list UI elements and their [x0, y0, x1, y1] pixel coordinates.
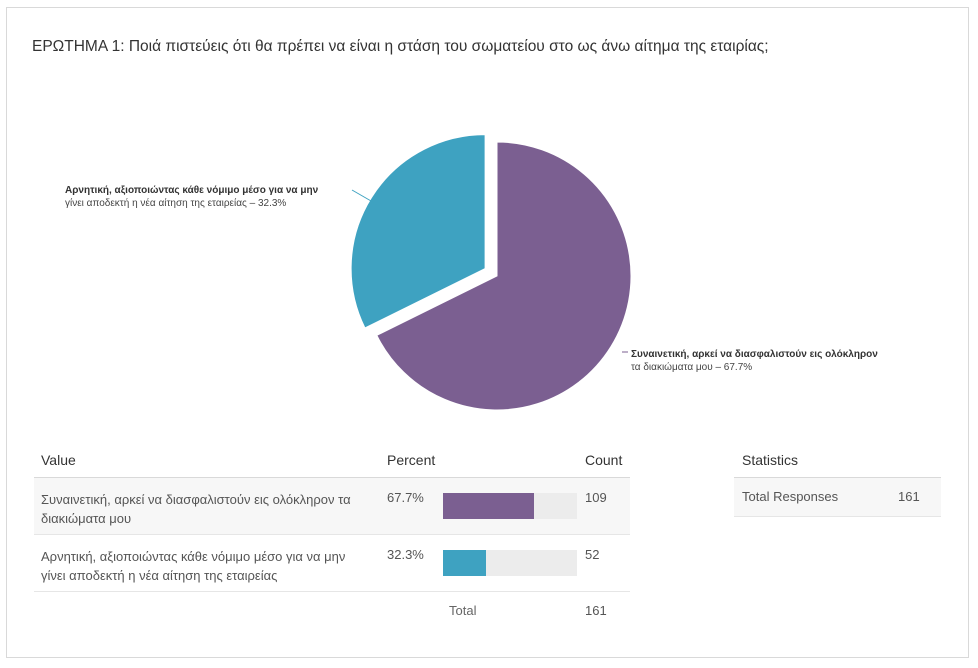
statistics-table: Statistics Total Responses 161 [734, 444, 941, 517]
statistics-title: Statistics [742, 452, 799, 468]
header-value: Value [41, 452, 76, 468]
pie-label-consensual-line2: τα διακιώματα μου – 67.7% [631, 362, 753, 373]
results-table: Value Percent Count Συναινετική, αρκεί ν… [34, 444, 630, 632]
row-value: Συναινετική, αρκεί να διασφαλιστούν εις … [41, 492, 351, 526]
results-table-header: Value Percent Count [34, 444, 630, 478]
percent-bar-fill [443, 493, 534, 519]
pie-slice-negative [350, 134, 486, 329]
statistics-header: Statistics [734, 444, 941, 478]
pie-label-negative: Αρνητική, αξιοποιώντας κάθε νόμιμο μέσο … [65, 184, 318, 210]
total-responses-value: 161 [898, 489, 920, 504]
row-value: Αρνητική, αξιοποιώντας κάθε νόμιμο μέσο … [41, 549, 346, 583]
table-row: Συναινετική, αρκεί να διασφαλιστούν εις … [34, 478, 630, 535]
percent-bar-fill [443, 550, 487, 576]
pie-label-consensual-line1: Συναινετική, αρκεί να διασφαλιστούν εις … [631, 349, 878, 360]
row-percent: 67.7% [387, 490, 424, 505]
row-percent: 32.3% [387, 547, 424, 562]
row-count: 109 [585, 490, 607, 505]
row-count: 52 [585, 547, 600, 562]
header-percent: Percent [387, 452, 436, 468]
table-row: Αρνητική, αξιοποιώντας κάθε νόμιμο μέσο … [34, 535, 630, 592]
leader-line-negative [351, 189, 379, 206]
pie-label-negative-line2: γίνει αποδεκτή η νέα αίτηση της εταιρεία… [65, 198, 287, 209]
pie-label-negative-line1: Αρνητική, αξιοποιώντας κάθε νόμιμο μέσο … [65, 185, 319, 196]
total-responses-label: Total Responses [742, 489, 839, 504]
total-label: Total [449, 603, 477, 618]
percent-bar-track [443, 550, 577, 576]
total-count: 161 [585, 603, 607, 618]
question-title: ΕΡΩΤΗΜΑ 1: Ποιά πιστεύεις ότι θα πρέπει … [32, 38, 769, 55]
header-count: Count [585, 452, 623, 468]
statistics-row: Total Responses 161 [734, 478, 941, 517]
table-total-row: Total 161 [34, 592, 630, 632]
pie-label-consensual: Συναινετική, αρκεί να διασφαλιστούν εις … [631, 348, 878, 374]
pie-slice-consensual [376, 141, 632, 411]
percent-bar-track [443, 493, 577, 519]
